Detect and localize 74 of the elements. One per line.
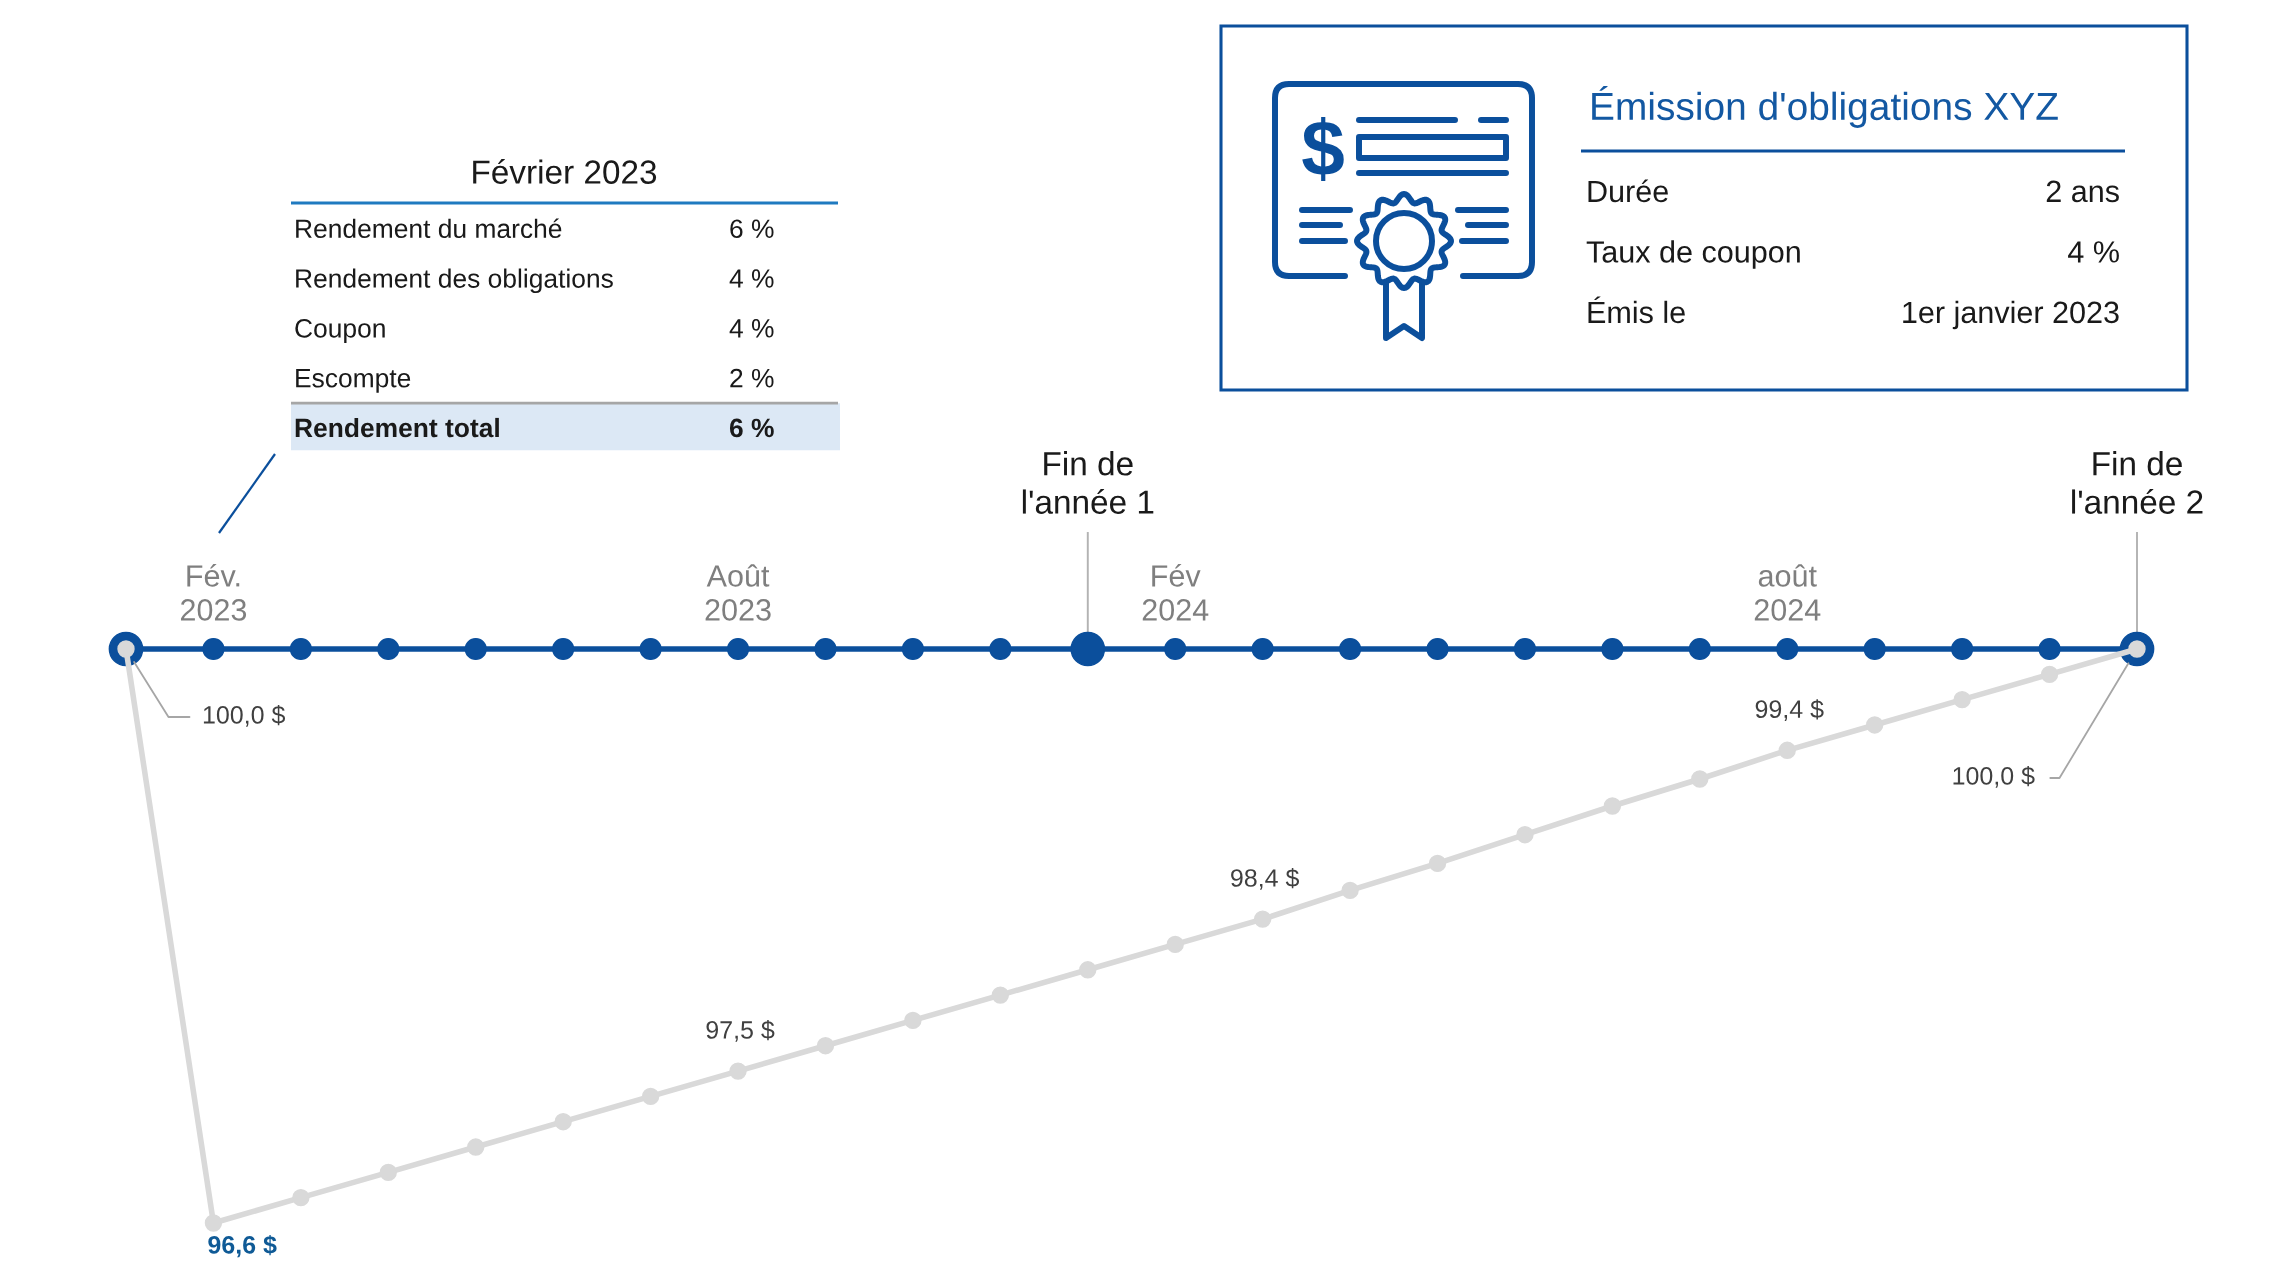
text: 4 % bbox=[729, 319, 774, 338]
point bbox=[1691, 770, 1709, 788]
data-label: 99,4 $ bbox=[1755, 699, 1824, 721]
point bbox=[816, 1037, 835, 1055]
text: 1er janvier 2023 bbox=[1903, 300, 2119, 330]
data-label: 97,5 $ bbox=[706, 1020, 775, 1042]
point bbox=[289, 637, 312, 661]
point bbox=[1778, 741, 1796, 759]
text: Coupon bbox=[295, 319, 385, 343]
x-tick-label: Août 2023 bbox=[705, 564, 771, 621]
point bbox=[991, 986, 1010, 1004]
point bbox=[1070, 631, 1106, 667]
text: 2 % bbox=[730, 368, 774, 388]
text: 6 % bbox=[729, 418, 774, 438]
text: Rendement du marché bbox=[296, 218, 562, 239]
data-label: 98,4 $ bbox=[1231, 868, 1300, 890]
point bbox=[202, 637, 225, 661]
text: Fin de l'année 2 bbox=[2072, 451, 2203, 514]
point bbox=[1951, 637, 1974, 661]
data-label: 100,0 $ bbox=[1953, 765, 2035, 788]
point bbox=[292, 1188, 310, 1207]
point bbox=[1253, 910, 1272, 928]
text: 2 ans bbox=[2046, 180, 2119, 203]
point bbox=[464, 637, 487, 661]
text: Émis le bbox=[1588, 296, 1685, 324]
point bbox=[904, 1011, 922, 1030]
point bbox=[1863, 637, 1886, 661]
point bbox=[552, 637, 575, 661]
point bbox=[2040, 665, 2059, 684]
text: Février 2023 bbox=[473, 159, 657, 184]
point bbox=[1164, 637, 1187, 661]
point bbox=[1166, 935, 1184, 954]
point bbox=[1513, 637, 1537, 661]
data-label: 96,6 $ bbox=[208, 1234, 277, 1258]
point bbox=[467, 1138, 485, 1156]
point bbox=[1953, 690, 1971, 709]
text: 4 % bbox=[729, 269, 774, 288]
point bbox=[377, 637, 400, 661]
text: 4 % bbox=[2068, 241, 2119, 263]
point bbox=[1516, 826, 1534, 844]
point bbox=[204, 1214, 223, 1232]
point bbox=[901, 637, 925, 661]
point bbox=[1603, 797, 1622, 815]
text: Émission d'obligations XYZ bbox=[1592, 86, 2058, 128]
point bbox=[379, 1163, 397, 1182]
point bbox=[1338, 637, 1362, 661]
point bbox=[1601, 637, 1624, 661]
point bbox=[726, 637, 750, 661]
text: Rendement total bbox=[295, 417, 499, 438]
point bbox=[641, 1087, 660, 1106]
point bbox=[814, 637, 837, 661]
text: Rendement des obligations bbox=[296, 268, 613, 294]
text: 6 % bbox=[730, 219, 774, 239]
point bbox=[1688, 637, 1711, 661]
point bbox=[1341, 881, 1359, 900]
point bbox=[989, 637, 1012, 661]
point bbox=[1251, 637, 1274, 661]
point bbox=[2038, 637, 2061, 661]
x-tick-label: août 2024 bbox=[1754, 564, 1821, 621]
point bbox=[1079, 961, 1097, 979]
text: Taux de coupon bbox=[1586, 240, 1800, 269]
point bbox=[729, 1062, 747, 1080]
text: Fin de l'année 1 bbox=[1022, 451, 1154, 514]
data-label: 100,0 $ bbox=[203, 704, 286, 727]
point bbox=[1776, 637, 1799, 661]
text: Durée bbox=[1588, 179, 1668, 203]
x-tick-label: Fév 2024 bbox=[1142, 563, 1209, 621]
point bbox=[1426, 637, 1449, 661]
point bbox=[1866, 716, 1884, 734]
point bbox=[1428, 854, 1447, 873]
text: Escompte bbox=[296, 369, 411, 393]
point bbox=[639, 637, 662, 661]
x-tick-label: Fév. 2023 bbox=[180, 563, 247, 621]
point bbox=[554, 1113, 572, 1131]
